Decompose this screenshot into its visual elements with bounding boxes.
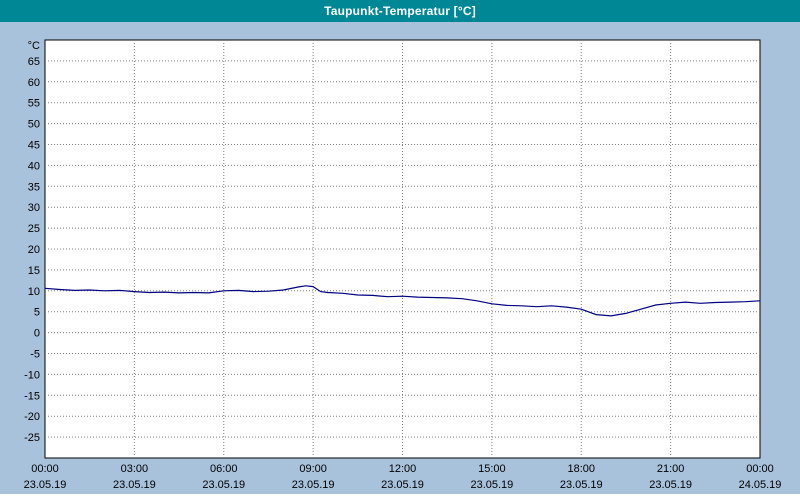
y-tick-label: -10	[24, 369, 40, 381]
y-tick-label: 0	[34, 328, 40, 340]
y-axis-unit-label: °C	[28, 40, 40, 52]
x-tick-date-label: 24.05.19	[739, 479, 782, 491]
y-tick-label: -20	[24, 411, 40, 423]
x-tick-date-label: 23.05.19	[470, 479, 513, 491]
x-tick-time-label: 00:00	[746, 463, 774, 475]
title-bar: Taupunkt-Temperatur [°C]	[0, 0, 800, 22]
footer-strip	[0, 494, 800, 500]
y-tick-label: 20	[28, 244, 40, 256]
y-tick-label: 30	[28, 202, 40, 214]
x-tick-date-label: 23.05.19	[649, 479, 692, 491]
x-tick-time-label: 18:00	[567, 463, 595, 475]
x-tick-date-label: 23.05.19	[202, 479, 245, 491]
x-tick-date-label: 23.05.19	[560, 479, 603, 491]
y-tick-label: 55	[28, 98, 40, 110]
y-tick-label: 10	[28, 286, 40, 298]
x-tick-date-label: 23.05.19	[292, 479, 335, 491]
x-tick-time-label: 15:00	[478, 463, 506, 475]
series-line-taupunkt-temperatur	[44, 285, 761, 317]
window-title: Taupunkt-Temperatur [°C]	[324, 4, 476, 18]
x-tick-time-label: 21:00	[657, 463, 685, 475]
x-tick-time-label: 03:00	[121, 463, 149, 475]
x-tick-date-label: 23.05.19	[24, 479, 67, 491]
y-tick-label: -15	[24, 390, 40, 402]
y-tick-label: 25	[28, 223, 40, 235]
y-tick-label: -25	[24, 432, 40, 444]
y-tick-label: 40	[28, 160, 40, 172]
x-tick-date-label: 23.05.19	[113, 479, 156, 491]
x-tick-time-label: 12:00	[389, 463, 417, 475]
x-tick-time-label: 09:00	[299, 463, 327, 475]
x-tick-time-label: 00:00	[31, 463, 59, 475]
y-tick-label: 65	[28, 56, 40, 68]
y-tick-label: 60	[28, 77, 40, 89]
y-tick-label: 15	[28, 265, 40, 277]
y-tick-label: 35	[28, 181, 40, 193]
y-tick-label: -5	[30, 349, 40, 361]
y-tick-label: 50	[28, 119, 40, 131]
x-tick-date-label: 23.05.19	[381, 479, 424, 491]
x-tick-time-label: 06:00	[210, 463, 238, 475]
y-tick-label: 45	[28, 140, 40, 152]
y-tick-label: 5	[34, 307, 40, 319]
